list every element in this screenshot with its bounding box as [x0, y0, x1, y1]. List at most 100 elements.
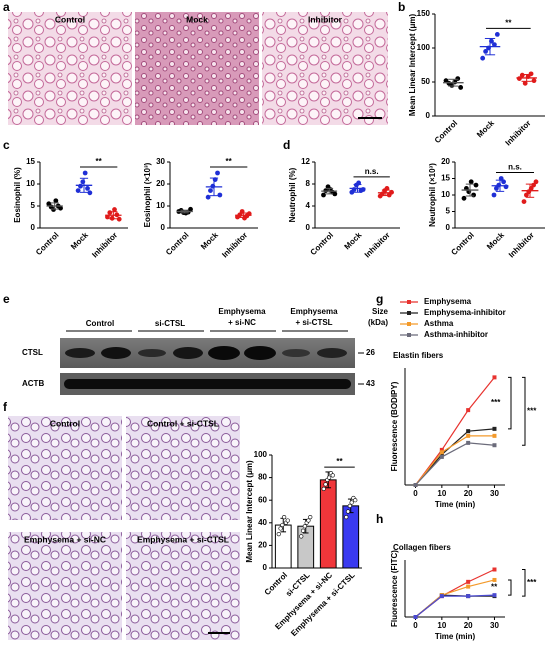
bar [342, 505, 360, 569]
image-title: Control + si-CTSL [147, 418, 219, 428]
data-point [483, 49, 488, 54]
line [415, 594, 495, 618]
data-point [533, 179, 539, 185]
marker [492, 577, 497, 582]
y-tick-label: 0 [446, 223, 451, 232]
data-point [521, 199, 527, 205]
histology-image [126, 416, 240, 520]
data-point [306, 518, 311, 523]
y-tick-label: 10 [26, 179, 35, 188]
significance-label: ** [96, 157, 103, 166]
y-tick-label: 10 [441, 190, 450, 199]
legend-marker [407, 311, 411, 315]
significance-label: ** [336, 457, 343, 466]
data-point [112, 207, 117, 212]
y-tick-label: 30 [156, 157, 165, 166]
data-point [345, 509, 351, 514]
group-label: + si-CTSL [295, 318, 332, 327]
data-point [473, 182, 479, 188]
marker [466, 584, 471, 589]
x-tick-label: Inhibitor [504, 119, 533, 148]
legend-marker [407, 300, 411, 304]
data-point [87, 190, 93, 196]
y-axis-label: Mean Linear Intercept (μm) [408, 14, 417, 117]
data-point [480, 55, 486, 61]
x-tick-label: 20 [464, 489, 473, 498]
line [415, 579, 495, 618]
data-point [455, 76, 461, 81]
data-point [323, 482, 328, 487]
line [415, 428, 495, 486]
marker [492, 426, 497, 431]
y-tick-label: 10 [156, 201, 165, 210]
group-label: + si-NC [228, 318, 256, 327]
band [173, 347, 203, 359]
data-point [494, 32, 500, 37]
x-tick-label: 20 [464, 621, 473, 630]
histology-image [8, 416, 122, 520]
line [415, 442, 495, 486]
y-tick-label: 80 [258, 473, 267, 482]
chart-title: Collagen fibers [393, 543, 451, 552]
data-point [188, 206, 193, 212]
band [65, 348, 95, 358]
x-tick-label: 10 [437, 489, 446, 498]
y-tick-label: 4 [306, 201, 311, 210]
data-point [215, 170, 220, 176]
data-point [327, 475, 332, 480]
image-title: Control [55, 14, 85, 24]
data-point [522, 80, 528, 86]
x-tick-label: Control [164, 231, 190, 257]
marker [466, 433, 471, 438]
legend-label: Emphysema [424, 297, 472, 306]
data-point [494, 186, 499, 191]
marker [439, 594, 444, 599]
image-title: Emphysema + si-NC [24, 534, 106, 544]
y-tick-label: 5 [31, 201, 36, 210]
data-point [321, 192, 326, 198]
x-tick-label: 30 [490, 621, 499, 630]
panel-label: a [3, 0, 10, 14]
marker [466, 408, 471, 413]
band [282, 349, 310, 357]
panel-label: f [3, 400, 8, 414]
marker [492, 375, 497, 380]
row-label: CTSL [22, 348, 43, 357]
line [415, 376, 495, 486]
data-point [85, 186, 90, 191]
marker [439, 454, 444, 459]
marker [413, 615, 418, 619]
x-tick-label: Mock [343, 230, 364, 251]
significance-bracket [508, 579, 512, 596]
marker [439, 452, 444, 457]
data-point [299, 534, 304, 539]
data-point [78, 183, 83, 189]
y-tick-label: 100 [254, 450, 268, 459]
legend-label: Asthma-inhibitor [424, 330, 488, 339]
histology-image [135, 12, 259, 125]
row-label: ACTB [22, 379, 44, 388]
y-tick-label: 60 [258, 495, 267, 504]
band [317, 348, 347, 358]
line [415, 568, 495, 618]
data-point [347, 503, 352, 508]
data-point [321, 486, 326, 492]
x-tick-label: Inhibitor [220, 231, 249, 260]
y-tick-label: 150 [417, 9, 431, 18]
data-point [458, 85, 464, 90]
data-point [332, 191, 338, 197]
data-point [280, 522, 285, 528]
significance-bracket [508, 376, 512, 430]
x-tick-label: 0 [413, 489, 418, 498]
x-tick-label: Inhibitor [90, 231, 119, 260]
y-tick-label: 15 [441, 174, 450, 183]
band [101, 347, 131, 359]
data-point [107, 210, 113, 216]
histology-image [8, 532, 122, 640]
data-point [217, 192, 223, 198]
x-tick-label: Mock [69, 230, 90, 251]
y-tick-label: 20 [156, 179, 165, 188]
marker [466, 440, 471, 445]
panel-label: e [3, 292, 10, 306]
